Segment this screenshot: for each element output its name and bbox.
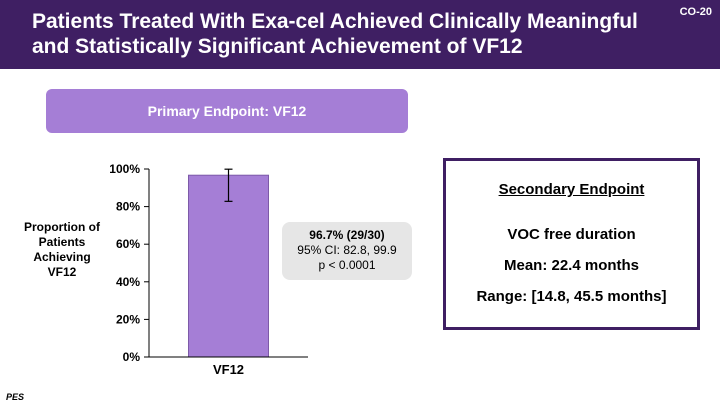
x-tick-label: VF12 — [213, 362, 244, 377]
slide-code: CO-20 — [679, 6, 712, 18]
callout-result: 96.7% (29/30) — [309, 228, 385, 242]
primary-endpoint-banner: Primary Endpoint: VF12 — [46, 89, 408, 133]
bar-vf12 — [188, 174, 269, 358]
slide-title: Patients Treated With Exa-cel Achieved C… — [32, 10, 638, 58]
result-callout: 96.7% (29/30) 95% CI: 82.8, 99.9 p < 0.0… — [282, 222, 412, 280]
y-axis-label: Proportion of Patients Achieving VF12 — [24, 220, 100, 279]
secondary-endpoint-box: Secondary Endpoint VOC free duration Mea… — [443, 158, 700, 330]
y-tick-label: 20% — [116, 312, 140, 326]
title-bar: Patients Treated With Exa-cel Achieved C… — [0, 0, 720, 69]
callout-pvalue: p < 0.0001 — [318, 258, 376, 272]
voc-range: Range: [14.8, 45.5 months] — [476, 288, 667, 305]
secondary-endpoint-title: Secondary Endpoint — [498, 181, 645, 198]
voc-mean: Mean: 22.4 months — [503, 257, 640, 274]
y-tick-label: 80% — [116, 200, 140, 214]
y-tick-label: 60% — [116, 237, 140, 251]
y-tick-label: 100% — [109, 162, 140, 176]
voc-free-duration: VOC free duration — [507, 226, 636, 243]
footer-note: PES — [6, 392, 25, 402]
y-tick-label: 0% — [123, 350, 141, 364]
callout-ci: 95% CI: 82.8, 99.9 — [297, 243, 397, 257]
y-tick-label: 40% — [116, 275, 140, 289]
